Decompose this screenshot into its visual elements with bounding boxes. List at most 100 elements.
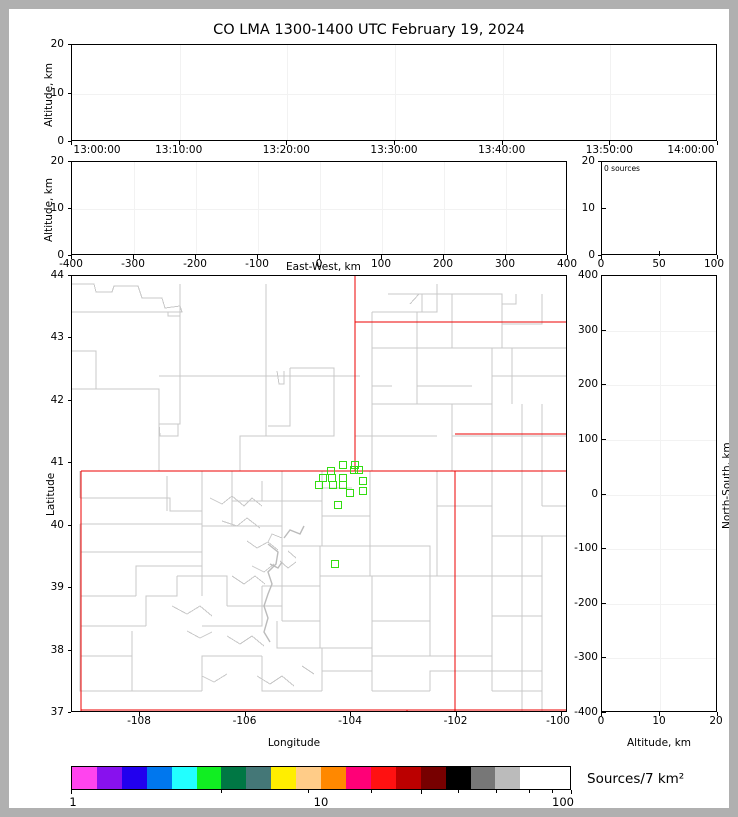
ew-panel-xtick-4: 0 xyxy=(315,258,323,270)
colorbar-tick-10: 10 xyxy=(313,795,329,808)
time-panel-xtick-5: 13:50:00 xyxy=(585,144,633,156)
east-west-height-panel xyxy=(71,161,567,255)
map-ytick-42: 42 xyxy=(50,393,64,406)
colorbar-label: Sources/7 km² xyxy=(587,771,685,787)
source-marker xyxy=(355,465,364,474)
map-ytick-43: 43 xyxy=(50,331,64,344)
colorbar-swatch xyxy=(246,767,272,789)
ns-panel-xlabel: Altitude, km xyxy=(626,737,692,749)
ns-panel-xtick-20: 20 xyxy=(709,715,723,727)
time-panel-ylabel: Altitude, km xyxy=(43,62,55,127)
map-xtick-104: -104 xyxy=(338,715,362,727)
ew-panel-ytick-10: 10 xyxy=(50,201,64,214)
ns-panel-ytick-200: 200 xyxy=(577,378,598,391)
map-xtick-108: -108 xyxy=(127,715,151,727)
source-marker xyxy=(334,501,343,510)
time-panel-xtick-2: 13:20:00 xyxy=(262,144,310,156)
ew-panel-xtick-5: 100 xyxy=(370,258,392,270)
source-marker xyxy=(350,466,359,475)
time-panel-xtick-0: 13:00:00 xyxy=(73,144,121,156)
colorbar-swatch xyxy=(96,767,122,789)
ew-panel-ylabel: Altitude, km xyxy=(43,177,55,242)
altitude-histogram-panel: 0 sources xyxy=(601,161,717,255)
colorbar-tick-1: 1 xyxy=(69,795,77,808)
ns-panel-ytick-300: 300 xyxy=(577,323,598,336)
ns-panel-ytick-neg200: -200 xyxy=(574,596,598,609)
time-panel-xtick-4: 13:40:00 xyxy=(478,144,526,156)
source-marker xyxy=(346,489,355,498)
colorbar-swatch xyxy=(171,767,197,789)
hist-panel-xtick-100: 100 xyxy=(703,258,725,270)
source-marker xyxy=(358,487,367,496)
plan-view-map-panel[interactable] xyxy=(71,275,567,712)
colorbar-swatch xyxy=(196,767,222,789)
map-ytick-39: 39 xyxy=(50,580,64,593)
source-marker xyxy=(339,480,348,489)
source-marker xyxy=(328,480,337,489)
ns-panel-ytick-neg400: -400 xyxy=(574,705,598,718)
ew-panel-xtick-1: -300 xyxy=(121,258,145,270)
colorbar-swatch xyxy=(545,767,571,789)
map-ytick-37: 37 xyxy=(50,705,64,718)
ew-panel-xtick-2: -200 xyxy=(183,258,207,270)
map-xlabel: Longitude xyxy=(267,737,321,749)
hist-panel-ytick-20: 20 xyxy=(581,154,595,167)
time-panel-ytick-0: 0 xyxy=(57,134,64,147)
north-south-height-panel xyxy=(601,275,717,712)
colorbar-swatch xyxy=(345,767,371,789)
ns-panel-ytick-0: 0 xyxy=(591,487,598,500)
colorbar-swatch xyxy=(296,767,322,789)
source-marker xyxy=(327,474,336,483)
source-marker xyxy=(358,476,367,485)
ns-panel-ytick-100: 100 xyxy=(577,432,598,445)
ew-panel-xlabel: East-West, km xyxy=(286,261,361,273)
colorbar-swatch xyxy=(321,767,346,789)
hist-panel-xtick-0: 0 xyxy=(597,258,605,270)
map-xtick-106: -106 xyxy=(232,715,257,727)
time-panel-xtick-6: 14:00:00 xyxy=(667,144,715,156)
colorbar-swatch xyxy=(520,767,546,789)
colorbar-swatch xyxy=(370,767,396,789)
ew-panel-xtick-6: 200 xyxy=(432,258,454,270)
map-ytick-41: 41 xyxy=(50,456,64,469)
sources-colorbar[interactable] xyxy=(71,766,571,790)
colorbar-swatch xyxy=(420,767,446,789)
ns-panel-ytick-neg300: -300 xyxy=(574,651,598,664)
ns-panel-xtick-0: 0 xyxy=(597,715,605,727)
time-height-panel xyxy=(71,44,717,141)
source-marker xyxy=(331,559,340,568)
colorbar-swatch xyxy=(72,767,97,789)
colorbar-swatch xyxy=(470,767,496,789)
hist-panel-xtick-50: 50 xyxy=(652,258,666,270)
colorbar-swatch xyxy=(395,767,421,789)
map-ytick-38: 38 xyxy=(50,643,64,656)
map-ylabel: Latitude xyxy=(45,472,57,516)
time-panel-xtick-1: 13:10:00 xyxy=(155,144,203,156)
ew-panel-ytick-20: 20 xyxy=(50,154,64,167)
time-panel-ytick-10: 10 xyxy=(50,86,64,99)
ew-panel-ytick-0: 0 xyxy=(57,248,64,261)
source-count-annotation: 0 sources xyxy=(604,164,640,173)
figure-canvas: CO LMA 1300-1400 UTC February 19, 2024 2… xyxy=(9,9,729,808)
time-panel-xtick-3: 13:30:00 xyxy=(370,144,418,156)
map-xtick-102: -102 xyxy=(443,715,468,727)
figure-title: CO LMA 1300-1400 UTC February 19, 2024 xyxy=(213,22,525,38)
source-marker xyxy=(314,480,323,489)
ew-panel-xtick-0: -400 xyxy=(59,258,83,270)
source-marker xyxy=(338,474,347,483)
colorbar-swatch xyxy=(121,767,147,789)
ew-panel-xtick-8: 400 xyxy=(556,258,578,270)
colorbar-swatch xyxy=(445,767,471,789)
colorbar-swatch xyxy=(495,767,521,789)
map-geography xyxy=(72,276,566,711)
time-panel-ytick-20: 20 xyxy=(50,37,64,50)
map-xtick-100: -100 xyxy=(546,715,570,727)
map-ytick-44: 44 xyxy=(50,268,64,281)
hist-panel-ytick-10: 10 xyxy=(581,201,595,214)
map-ytick-40: 40 xyxy=(50,518,64,531)
hist-panel-ytick-0: 0 xyxy=(588,248,595,261)
ew-panel-xtick-7: 300 xyxy=(494,258,516,270)
ns-panel-xtick-10: 10 xyxy=(652,715,666,727)
colorbar-swatch xyxy=(271,767,297,789)
colorbar-swatch xyxy=(146,767,172,789)
